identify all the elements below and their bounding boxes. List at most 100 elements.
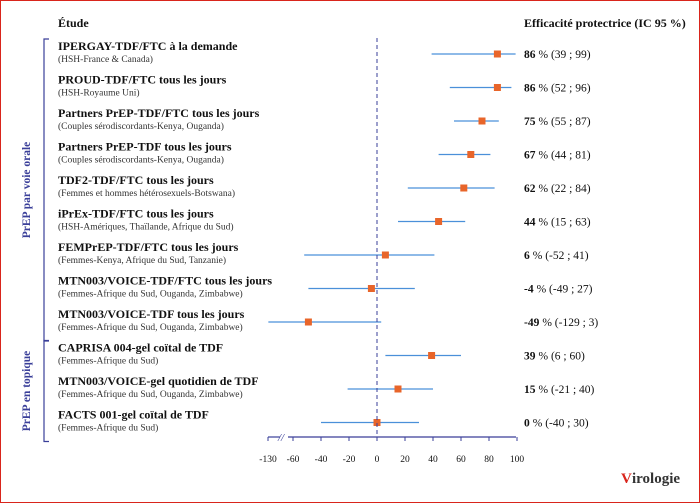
effect-marker xyxy=(478,117,486,125)
study-row: MTN003/VOICE-TDF/FTC tous les jours(Femm… xyxy=(58,274,593,300)
group-bracket xyxy=(43,339,49,443)
study-population: (Femmes-Kenya, Afrique du Sud, Tanzanie) xyxy=(58,255,226,266)
effect-ci: % (55 ; 87) xyxy=(539,116,591,128)
group-brackets: PrEP par voie orale PrEP en topique xyxy=(21,38,49,443)
effect-point: -4 xyxy=(524,284,534,296)
study-population: (Femmes-Afrique du Sud, Ouganda, Zimbabw… xyxy=(58,322,243,333)
effect-value: 0% (-40 ; 30) xyxy=(524,418,589,430)
effect-value: 6% (-52 ; 41) xyxy=(524,250,589,262)
effect-marker xyxy=(367,285,375,292)
effect-marker xyxy=(493,84,501,91)
study-row: iPrEx-TDF/FTC tous les jours(HSH-Amériqu… xyxy=(58,207,591,233)
study-population: (Couples sérodiscordants-Kenya, Ouganda) xyxy=(58,121,224,132)
study-population: (Femmes-Afrique du Sud, Ouganda, Zimbabw… xyxy=(58,389,243,400)
effect-value: 86% (39 ; 99) xyxy=(524,49,591,61)
study-name: Partners PrEP-TDF/FTC tous les jours xyxy=(58,106,260,120)
study-population: (HSH-Amériques, Thaïlande, Afrique du Su… xyxy=(58,222,234,233)
study-name: IPERGAY-TDF/FTC à la demande xyxy=(58,39,238,53)
effect-ci: % (52 ; 96) xyxy=(539,83,591,95)
study-name: PROUD-TDF/FTC tous les jours xyxy=(58,73,227,87)
study-population: (HSH-Royaume Uni) xyxy=(58,88,140,99)
logo-text: irologie xyxy=(632,471,680,487)
effect-value: -49% (-129 ; 3) xyxy=(524,317,598,329)
x-tick-label: -60 xyxy=(287,455,300,465)
effect-value: 44% (15 ; 63) xyxy=(524,217,591,229)
effect-ci: % (39 ; 99) xyxy=(539,49,591,61)
effect-marker xyxy=(381,251,389,259)
effect-point: 86 xyxy=(524,83,536,95)
effect-ci: % (-52 ; 41) xyxy=(533,250,589,262)
study-rows: IPERGAY-TDF/FTC à la demande(HSH-France … xyxy=(58,39,598,434)
study-name: FEMPrEP-TDF/FTC tous les jours xyxy=(58,240,239,254)
x-tick-label: 20 xyxy=(400,455,410,465)
study-row: PROUD-TDF/FTC tous les jours(HSH-Royaume… xyxy=(58,73,591,99)
x-tick-label: 40 xyxy=(428,455,438,465)
axis-break: // xyxy=(277,432,285,444)
study-row: TDF2-TDF/FTC tous les jours(Femmes et ho… xyxy=(58,173,591,199)
study-population: (Femmes-Afrique du Sud, Ouganda, Zimbabw… xyxy=(58,289,243,300)
effect-ci: % (-40 ; 30) xyxy=(533,418,589,430)
logo-mark: V xyxy=(621,471,632,487)
group-bracket xyxy=(43,38,49,342)
effect-value: 67% (44 ; 81) xyxy=(524,150,591,162)
effect-ci: % (15 ; 63) xyxy=(539,217,591,229)
effect-value: 15% (-21 ; 40) xyxy=(524,384,595,396)
effect-point: 67 xyxy=(524,150,536,162)
effect-value: 75% (55 ; 87) xyxy=(524,116,591,128)
study-population: (Couples sérodiscordants-Kenya, Ouganda) xyxy=(58,155,224,166)
study-row: FEMPrEP-TDF/FTC tous les jours(Femmes-Ke… xyxy=(58,240,589,266)
study-population: (Femmes-Afrique du Sud) xyxy=(58,356,158,367)
effect-ci: % (22 ; 84) xyxy=(539,183,591,195)
study-name: MTN003/VOICE-TDF tous les jours xyxy=(58,307,245,321)
x-tick-label: -20 xyxy=(343,455,356,465)
study-name: TDF2-TDF/FTC tous les jours xyxy=(58,173,214,187)
effect-marker xyxy=(460,184,468,192)
x-tick-label: -130 xyxy=(259,455,277,465)
effect-marker xyxy=(435,218,443,225)
study-row: MTN003/VOICE-TDF tous les jours(Femmes-A… xyxy=(58,307,598,333)
study-row: Partners PrEP-TDF/FTC tous les jours(Cou… xyxy=(58,106,591,132)
effect-marker xyxy=(467,151,475,158)
effect-point: 0 xyxy=(524,418,530,430)
study-name: iPrEx-TDF/FTC tous les jours xyxy=(58,207,214,221)
study-column-header: Étude xyxy=(58,16,89,30)
x-tick-label: -40 xyxy=(315,455,328,465)
study-row: MTN003/VOICE-gel quotidien de TDF(Femmes… xyxy=(58,374,595,400)
effect-ci: % (-129 ; 3) xyxy=(542,317,598,329)
study-name: MTN003/VOICE-gel quotidien de TDF xyxy=(58,374,259,388)
group-label: PrEP par voie orale xyxy=(21,142,33,239)
study-row: CAPRISA 004-gel coïtal de TDF(Femmes-Afr… xyxy=(58,341,585,367)
effect-point: 15 xyxy=(524,384,536,396)
effect-ci: % (-49 ; 27) xyxy=(537,284,593,296)
effect-value: -4% (-49 ; 27) xyxy=(524,284,593,296)
effect-point: 86 xyxy=(524,49,536,61)
x-tick-label: 80 xyxy=(484,455,494,465)
study-population: (Femmes et hommes hétérosexuels-Botswana… xyxy=(58,188,235,199)
x-axis: // -130 -60 -40 -20 0 20 40 60 80 100 xyxy=(259,38,524,465)
effect-point: 75 xyxy=(524,116,536,128)
x-tick-label: 0 xyxy=(375,455,380,465)
effect-value: 62% (22 ; 84) xyxy=(524,183,591,195)
study-name: FACTS 001-gel coïtal de TDF xyxy=(58,408,209,422)
effect-marker xyxy=(428,352,436,359)
x-tick-label: 100 xyxy=(510,455,525,465)
study-name: Partners PrEP-TDF tous les jours xyxy=(58,140,232,154)
effect-point: 6 xyxy=(524,250,530,262)
effect-ci: % (6 ; 60) xyxy=(539,351,585,363)
effect-column-header: Efficacité protectrice (IC 95 %) xyxy=(524,16,686,30)
study-row: IPERGAY-TDF/FTC à la demande(HSH-France … xyxy=(58,39,591,65)
effect-value: 39% (6 ; 60) xyxy=(524,351,585,363)
group-label: PrEP en topique xyxy=(21,351,33,432)
effect-marker xyxy=(394,385,402,393)
effect-value: 86% (52 ; 96) xyxy=(524,83,591,95)
study-row: Partners PrEP-TDF tous les jours(Couples… xyxy=(58,140,591,166)
study-population: (HSH-France & Canada) xyxy=(58,54,153,65)
effect-point: 44 xyxy=(524,217,536,229)
study-name: MTN003/VOICE-TDF/FTC tous les jours xyxy=(58,274,272,288)
effect-point: 39 xyxy=(524,351,536,363)
effect-ci: % (-21 ; 40) xyxy=(539,384,595,396)
effect-marker xyxy=(304,318,312,326)
effect-point: -49 xyxy=(524,317,540,329)
effect-marker xyxy=(493,50,501,58)
